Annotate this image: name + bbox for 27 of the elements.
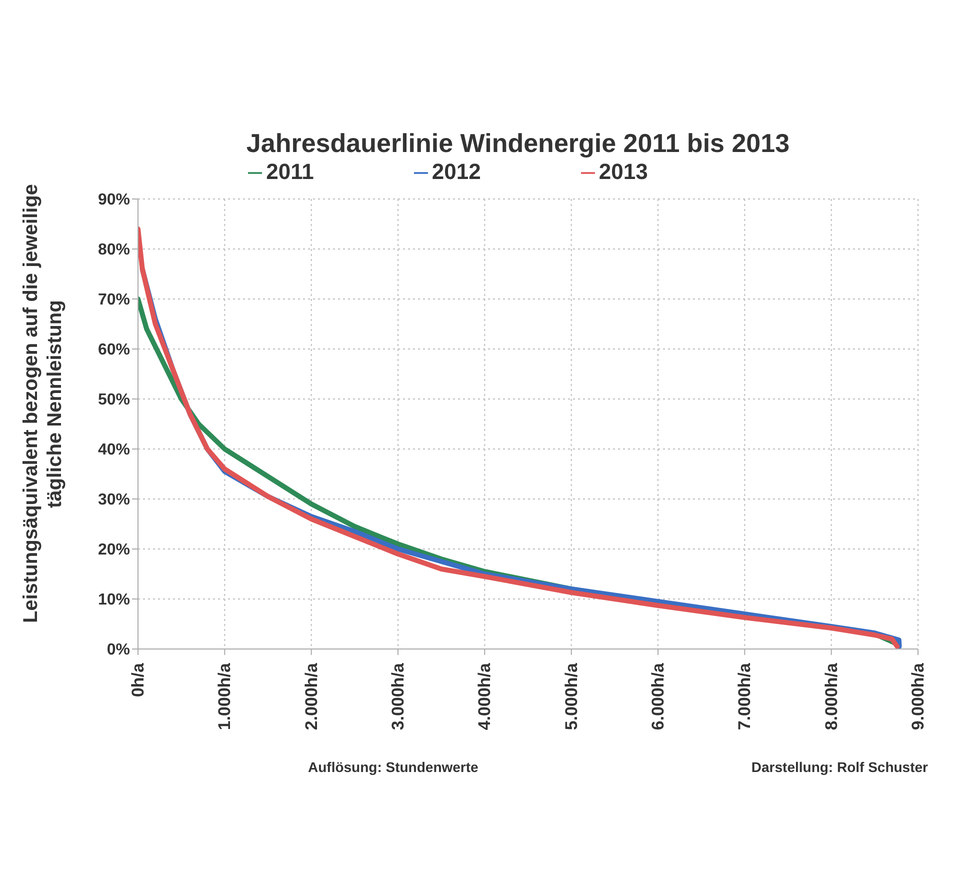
y-tick-label: 50% xyxy=(98,392,130,409)
legend-label: 2011 xyxy=(266,159,314,184)
y-tick-label: 80% xyxy=(98,242,130,259)
y-tick-label: 20% xyxy=(98,542,130,559)
y-tick-label: 90% xyxy=(98,192,130,209)
x-tick-label: 4.000h/a xyxy=(475,662,494,730)
x-tick-label: 2.000h/a xyxy=(302,662,321,730)
x-tick-label: 5.000h/a xyxy=(562,662,581,730)
text: Auflösung: Stundenwerte xyxy=(308,759,478,775)
y-axis-title: Leistungsäquivalent bezogen auf die jeweilige tägliche Nennleistung xyxy=(19,184,67,626)
legend-label: 2013 xyxy=(598,159,648,184)
text: Darstellung: Rolf Schuster xyxy=(751,759,928,775)
x-tick-label: 0h/a xyxy=(128,662,148,698)
x-tick-label: 3.000h/a xyxy=(388,662,408,730)
chart-title: Jahresdauerlinie Windenergie 2011 bis 2013 xyxy=(245,128,791,159)
x-tick-label: 6.000h/a xyxy=(648,662,668,730)
x-tick-label: 9.000h/a xyxy=(908,662,928,730)
x-tick-label: 1.000h/a xyxy=(215,662,234,730)
legend-label: 2012 xyxy=(432,159,481,184)
x-tick-label: 7.000h/a xyxy=(735,662,754,730)
y-tick-label: 0% xyxy=(106,642,130,659)
y-tick-label: 10% xyxy=(98,592,130,609)
y-tick-label: 30% xyxy=(98,492,130,509)
y-tick-label: 70% xyxy=(98,292,130,309)
x-tick-label: 8.000h/a xyxy=(822,662,841,730)
y-tick-label: 60% xyxy=(98,342,130,359)
y-tick-label: 40% xyxy=(98,442,130,459)
